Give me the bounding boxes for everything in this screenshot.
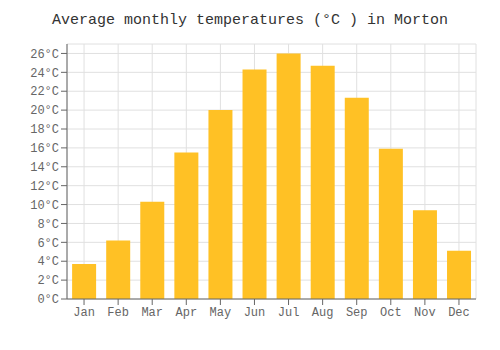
svg-text:14°C: 14°C [30,161,59,175]
svg-text:22°C: 22°C [30,85,59,99]
svg-text:24°C: 24°C [30,67,59,81]
svg-text:Jan: Jan [73,306,95,320]
svg-text:12°C: 12°C [30,180,59,194]
svg-text:8°C: 8°C [37,218,59,232]
svg-text:26°C: 26°C [30,48,59,62]
svg-text:May: May [210,306,232,320]
svg-text:4°C: 4°C [37,255,59,269]
svg-text:20°C: 20°C [30,104,59,118]
svg-text:Sep: Sep [346,306,368,320]
html-text:Average monthly temperatures (: Average monthly temperatures (°C ) in Mo… [52,12,448,29]
svg-text:Feb: Feb [107,306,129,320]
svg-text:Apr: Apr [175,306,197,320]
svg-text:2°C: 2°C [37,274,59,288]
svg-text:6°C: 6°C [37,237,59,251]
svg-text:10°C: 10°C [30,199,59,213]
svg-text:Oct: Oct [380,306,402,320]
svg-text:Jul: Jul [278,306,300,320]
svg-text:Mar: Mar [141,306,163,320]
svg-text:Nov: Nov [414,306,436,320]
svg-text:18°C: 18°C [30,123,59,137]
svg-text:0°C: 0°C [37,293,59,307]
svg-text:Dec: Dec [448,306,470,320]
svg-text:Aug: Aug [312,306,334,320]
svg-text:16°C: 16°C [30,142,59,156]
svg-text:Jun: Jun [244,306,266,320]
